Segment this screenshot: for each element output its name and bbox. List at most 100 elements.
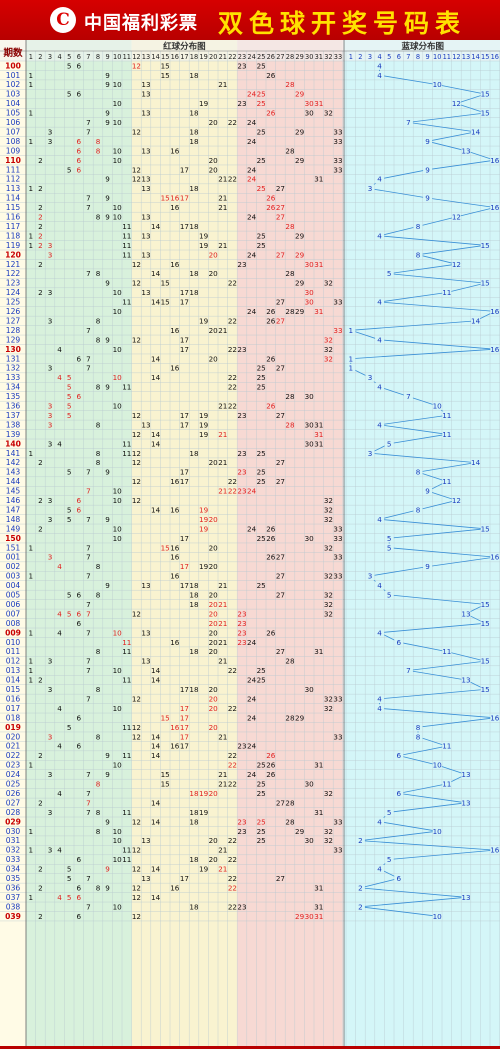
period-label: 121 bbox=[6, 260, 21, 269]
blue-column-label: 10 bbox=[433, 53, 441, 61]
red-column-label: 16 bbox=[171, 53, 179, 61]
red-ball-number: 30 bbox=[305, 298, 315, 307]
red-ball-number: 30 bbox=[305, 109, 315, 118]
red-ball-number: 23 bbox=[237, 260, 246, 269]
red-ball-number: 33 bbox=[333, 127, 342, 136]
red-ball-number: 20 bbox=[209, 704, 219, 713]
period-label: 128 bbox=[6, 326, 21, 335]
period-label: 148 bbox=[6, 515, 21, 524]
red-ball-number: 31 bbox=[314, 430, 323, 439]
blue-ball-bg bbox=[490, 203, 500, 212]
red-ball-number: 10 bbox=[113, 402, 123, 411]
red-ball-number: 23 bbox=[237, 619, 246, 628]
blue-ball-number: 14 bbox=[471, 458, 481, 467]
red-ball-number: 25 bbox=[257, 449, 266, 458]
period-label: 031 bbox=[6, 836, 21, 845]
blue-ball-number: 13 bbox=[461, 893, 470, 902]
red-ball-number: 1 bbox=[29, 184, 34, 193]
blue-ball-number: 2 bbox=[358, 836, 363, 845]
red-ball-number: 25 bbox=[257, 789, 266, 798]
red-ball-number: 15 bbox=[161, 194, 170, 203]
red-ball-number: 17 bbox=[180, 477, 189, 486]
blue-ball-number: 4 bbox=[377, 420, 382, 429]
blue-ball-bg bbox=[375, 61, 385, 70]
period-label: 140 bbox=[5, 439, 21, 448]
red-ball-number: 14 bbox=[151, 742, 161, 751]
blue-ball-bg bbox=[461, 893, 471, 902]
blue-ball-number: 9 bbox=[425, 194, 430, 203]
blue-ball-number: 16 bbox=[490, 307, 500, 316]
red-ball-number: 2 bbox=[38, 241, 43, 250]
red-ball-number: 18 bbox=[189, 591, 199, 600]
period-label: 109 bbox=[6, 146, 21, 155]
red-ball-number: 10 bbox=[113, 203, 123, 212]
blue-ball-bg bbox=[365, 571, 375, 581]
blue-ball-number: 4 bbox=[377, 581, 382, 590]
blue-ball-number: 4 bbox=[377, 231, 382, 240]
red-ball-number: 9 bbox=[105, 817, 110, 826]
red-ball-number: 24 bbox=[247, 742, 257, 751]
red-ball-number: 4 bbox=[57, 609, 62, 618]
blue-ball-bg bbox=[451, 260, 461, 269]
blue-ball-number: 11 bbox=[442, 430, 451, 439]
red-ball-number: 20 bbox=[209, 250, 219, 259]
red-ball-number: 8 bbox=[96, 269, 101, 278]
blue-ball-bg bbox=[375, 694, 385, 703]
blue-ball-number: 5 bbox=[387, 534, 392, 543]
red-ball-number: 32 bbox=[324, 279, 333, 288]
red-ball-number: 30 bbox=[305, 780, 315, 789]
red-ball-number: 23 bbox=[237, 742, 246, 751]
red-ball-number: 16 bbox=[170, 883, 180, 892]
period-label: 103 bbox=[6, 90, 21, 99]
red-ball-number: 17 bbox=[180, 713, 189, 722]
blue-ball-bg bbox=[490, 845, 500, 855]
red-ball-number: 32 bbox=[324, 836, 333, 845]
red-ball-number: 8 bbox=[96, 685, 101, 694]
blue-ball-bg bbox=[384, 855, 394, 864]
blue-ball-bg bbox=[375, 817, 385, 826]
red-ball-number: 19 bbox=[199, 411, 209, 420]
red-ball-number: 16 bbox=[170, 194, 180, 203]
blue-ball-number: 4 bbox=[377, 694, 382, 703]
blue-ball-number: 9 bbox=[425, 487, 430, 496]
red-ball-number: 30 bbox=[305, 534, 315, 543]
red-ball-number: 32 bbox=[324, 354, 333, 363]
header-banner: C 中国福利彩票 双色球开奖号码表 bbox=[0, 0, 500, 40]
red-ball-number: 23 bbox=[237, 449, 246, 458]
red-ball-number: 18 bbox=[189, 184, 199, 193]
period-label: 014 bbox=[6, 676, 21, 685]
period-label: 106 bbox=[6, 118, 21, 127]
red-ball-number: 8 bbox=[96, 647, 101, 656]
red-ball-number: 10 bbox=[113, 99, 123, 108]
red-ball-number: 11 bbox=[122, 222, 131, 231]
blue-ball-number: 9 bbox=[425, 137, 430, 146]
red-ball-number: 20 bbox=[209, 619, 219, 628]
blue-ball-number: 13 bbox=[461, 676, 470, 685]
red-ball-number: 22 bbox=[228, 761, 237, 770]
red-ball-number: 18 bbox=[189, 71, 199, 80]
blue-ball-bg bbox=[480, 89, 490, 99]
blue-ball-number: 10 bbox=[433, 912, 443, 921]
red-ball-number: 32 bbox=[324, 109, 333, 118]
blue-ball-number: 15 bbox=[481, 279, 490, 288]
red-ball-number: 14 bbox=[151, 430, 161, 439]
blue-ball-bg bbox=[403, 666, 413, 675]
red-ball-number: 2 bbox=[38, 751, 43, 760]
blue-ball-bg bbox=[346, 364, 356, 373]
period-label: 036 bbox=[6, 883, 21, 892]
blue-column-label: 2 bbox=[358, 53, 362, 61]
red-ball-number: 7 bbox=[86, 127, 91, 136]
blue-ball-bg bbox=[451, 99, 461, 108]
red-ball-number: 8 bbox=[96, 827, 101, 836]
period-label: 100 bbox=[5, 61, 21, 70]
period-label: 125 bbox=[6, 298, 21, 307]
red-ball-number: 17 bbox=[180, 581, 189, 590]
blue-column-label: 5 bbox=[387, 53, 391, 61]
blue-ball-number: 3 bbox=[368, 184, 373, 193]
red-ball-number: 7 bbox=[86, 118, 91, 127]
red-ball-number: 17 bbox=[180, 420, 189, 429]
red-ball-number: 2 bbox=[38, 458, 43, 467]
blue-ball-bg bbox=[423, 165, 433, 174]
blue-ball-number: 4 bbox=[377, 71, 382, 80]
red-ball-number: 28 bbox=[285, 392, 295, 401]
